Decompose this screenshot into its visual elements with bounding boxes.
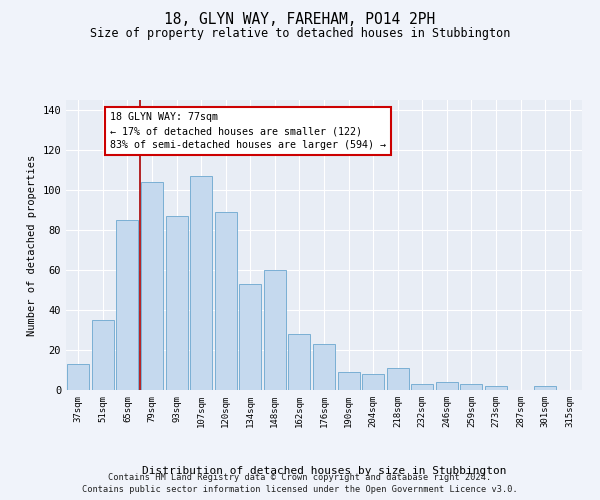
- Text: Size of property relative to detached houses in Stubbington: Size of property relative to detached ho…: [90, 28, 510, 40]
- Text: Contains HM Land Registry data © Crown copyright and database right 2024.: Contains HM Land Registry data © Crown c…: [109, 472, 491, 482]
- Bar: [289, 334, 310, 390]
- Bar: [190, 176, 212, 390]
- Bar: [67, 364, 89, 390]
- Text: 18 GLYN WAY: 77sqm
← 17% of detached houses are smaller (122)
83% of semi-detach: 18 GLYN WAY: 77sqm ← 17% of detached hou…: [110, 112, 386, 150]
- Bar: [436, 382, 458, 390]
- Text: 18, GLYN WAY, FAREHAM, PO14 2PH: 18, GLYN WAY, FAREHAM, PO14 2PH: [164, 12, 436, 28]
- Bar: [460, 384, 482, 390]
- Bar: [485, 386, 507, 390]
- Bar: [215, 212, 237, 390]
- Bar: [338, 372, 359, 390]
- Bar: [313, 344, 335, 390]
- X-axis label: Distribution of detached houses by size in Stubbington: Distribution of detached houses by size …: [142, 466, 506, 476]
- Text: Contains public sector information licensed under the Open Government Licence v3: Contains public sector information licen…: [82, 485, 518, 494]
- Bar: [534, 386, 556, 390]
- Bar: [411, 384, 433, 390]
- Bar: [264, 270, 286, 390]
- Bar: [92, 320, 114, 390]
- Bar: [362, 374, 384, 390]
- Y-axis label: Number of detached properties: Number of detached properties: [27, 154, 37, 336]
- Bar: [116, 220, 139, 390]
- Bar: [239, 284, 262, 390]
- Bar: [141, 182, 163, 390]
- Bar: [166, 216, 188, 390]
- Bar: [386, 368, 409, 390]
